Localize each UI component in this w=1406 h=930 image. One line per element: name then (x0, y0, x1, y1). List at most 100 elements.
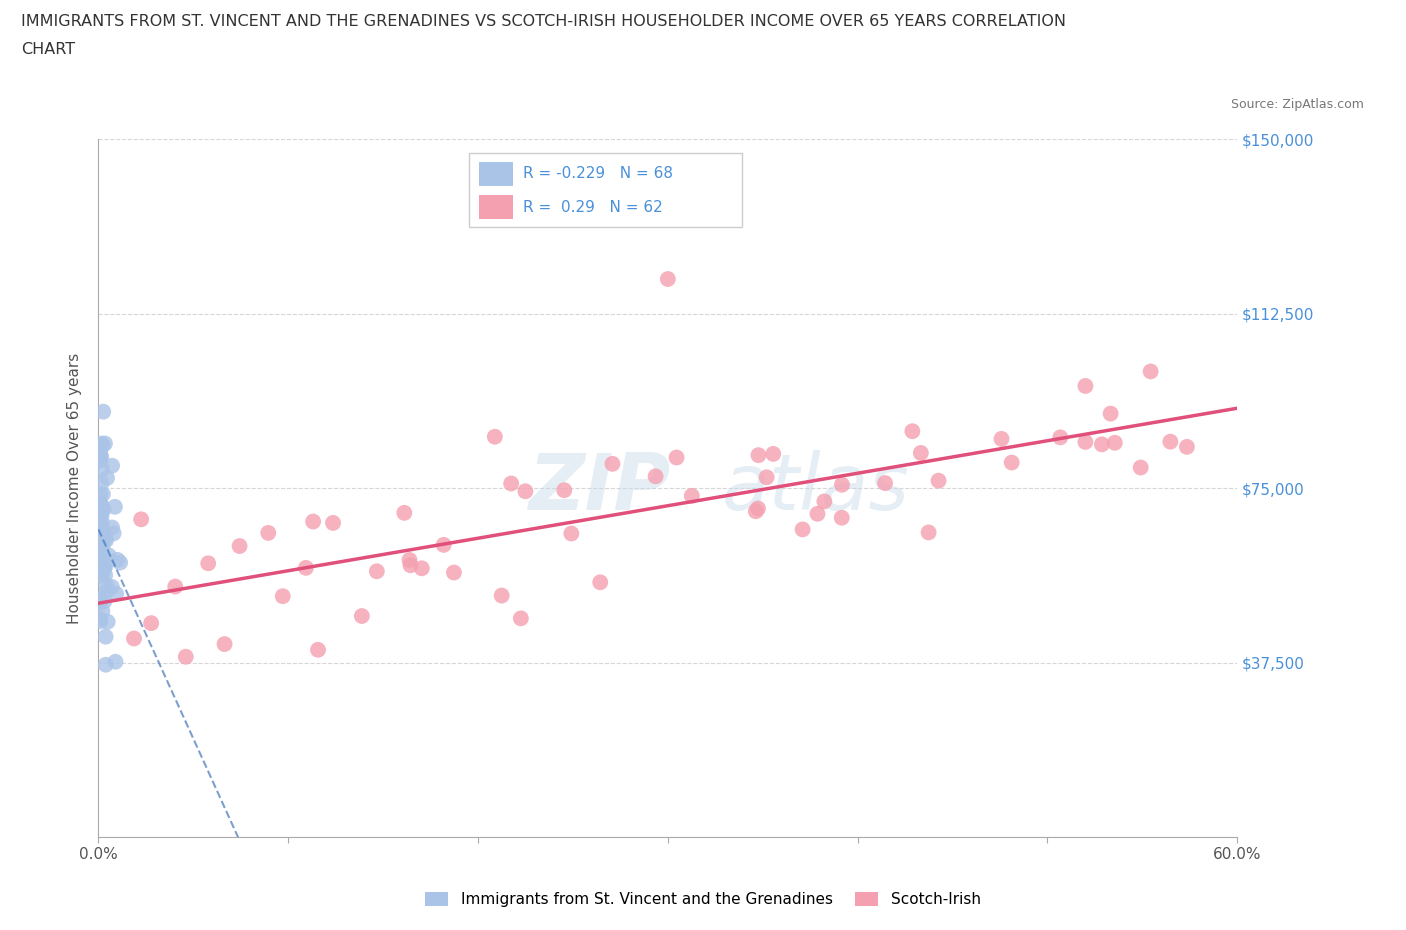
Point (197, 556, 219, 571)
Point (104, 655, 127, 670)
Point (214, 637, 236, 652)
Point (755, 470, 778, 485)
Point (174, 649, 197, 664)
Point (747, 447, 769, 462)
Point (89, 487, 111, 502)
Point (91, 539, 114, 554)
Point (90, 568, 112, 583)
Point (93, 559, 115, 574)
Point (89, 593, 111, 608)
Point (90, 516, 112, 531)
Point (1074, 379, 1097, 393)
Point (104, 499, 127, 514)
Point (602, 457, 624, 472)
Point (89, 612, 111, 627)
Point (89, 591, 111, 605)
Point (94, 560, 117, 575)
Point (302, 514, 325, 529)
Point (89, 447, 111, 462)
Point (350, 608, 373, 623)
Point (91, 523, 114, 538)
Point (103, 525, 125, 540)
FancyBboxPatch shape (479, 195, 513, 219)
Point (108, 555, 131, 570)
Point (90, 476, 112, 491)
Point (901, 424, 924, 439)
Point (91, 405, 114, 419)
Point (89, 453, 111, 468)
Point (443, 565, 465, 580)
Point (96, 583, 118, 598)
Point (271, 589, 294, 604)
Point (94, 533, 117, 548)
Point (89, 495, 111, 510)
Point (101, 579, 124, 594)
Legend: Immigrants from St. Vincent and the Grenadines, Scotch-Irish: Immigrants from St. Vincent and the Gren… (419, 885, 987, 913)
Point (491, 588, 513, 603)
Point (589, 575, 612, 590)
Point (94, 658, 117, 672)
Point (792, 522, 814, 537)
Point (89, 499, 111, 514)
Point (90, 561, 112, 576)
Point (917, 525, 939, 540)
Point (89, 448, 111, 463)
Point (91, 604, 114, 618)
Point (553, 483, 575, 498)
Point (89, 595, 111, 610)
Point (91, 564, 114, 578)
Point (89, 532, 111, 547)
Point (747, 501, 769, 516)
Point (484, 430, 506, 445)
Point (91, 499, 114, 514)
Point (101, 458, 124, 473)
Text: R = -0.229   N = 68: R = -0.229 N = 68 (523, 166, 673, 181)
Point (105, 586, 128, 601)
Point (1104, 435, 1126, 450)
Text: R =  0.29   N = 62: R = 0.29 N = 62 (523, 200, 664, 215)
Point (93, 593, 115, 608)
Point (90, 563, 112, 578)
Point (89, 533, 111, 548)
Point (1139, 364, 1161, 379)
Point (90, 553, 112, 568)
Point (91, 552, 114, 567)
Point (90, 517, 112, 532)
Point (228, 538, 250, 553)
Point (681, 488, 703, 503)
Point (1159, 434, 1181, 449)
Point (411, 561, 433, 576)
Text: atlas: atlas (721, 450, 910, 526)
Point (91, 486, 114, 501)
Point (89, 505, 111, 520)
Point (89, 556, 111, 571)
Point (97, 548, 120, 563)
Point (141, 616, 163, 631)
Point (96, 471, 118, 485)
Point (990, 432, 1012, 446)
Point (122, 631, 145, 646)
Point (89, 614, 111, 629)
Point (1129, 460, 1152, 475)
Point (94, 531, 117, 546)
Point (90, 436, 112, 451)
Point (1074, 434, 1097, 449)
Point (399, 558, 422, 573)
Text: IMMIGRANTS FROM ST. VINCENT AND THE GRENADINES VS SCOTCH-IRISH HOUSEHOLDER INCOM: IMMIGRANTS FROM ST. VINCENT AND THE GREN… (21, 14, 1066, 29)
Point (501, 476, 523, 491)
Point (91, 462, 114, 477)
Point (831, 477, 853, 492)
Point (165, 579, 187, 594)
Point (96, 578, 118, 593)
Point (394, 505, 416, 520)
Point (257, 525, 280, 540)
Point (644, 469, 666, 484)
Point (94, 630, 117, 644)
Text: Source: ZipAtlas.com: Source: ZipAtlas.com (1230, 98, 1364, 111)
Point (322, 515, 344, 530)
Point (107, 552, 129, 567)
FancyBboxPatch shape (479, 162, 513, 186)
Point (90, 449, 112, 464)
Y-axis label: Householder Income Over 65 years: Householder Income Over 65 years (67, 352, 83, 624)
Point (657, 272, 679, 286)
